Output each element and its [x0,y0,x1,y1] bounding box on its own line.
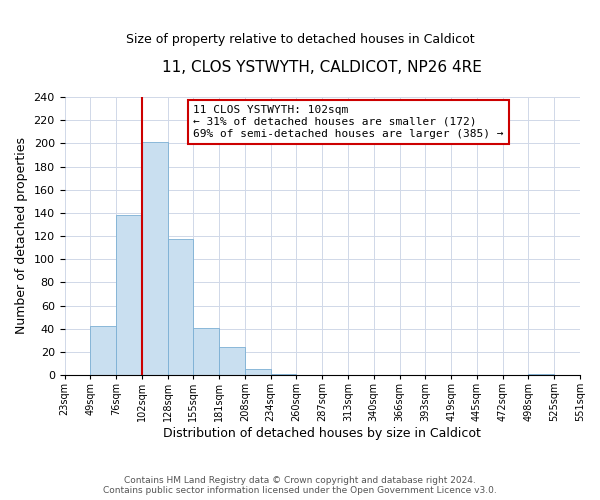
Bar [245,369,271,375]
Bar [116,215,142,375]
Text: Size of property relative to detached houses in Caldicot: Size of property relative to detached ho… [125,32,475,46]
X-axis label: Distribution of detached houses by size in Caldicot: Distribution of detached houses by size … [163,427,481,440]
Bar [167,240,193,375]
Bar [142,142,167,375]
Bar [219,347,245,375]
Text: Contains HM Land Registry data © Crown copyright and database right 2024.
Contai: Contains HM Land Registry data © Crown c… [103,476,497,495]
Text: 11 CLOS YSTWYTH: 102sqm
← 31% of detached houses are smaller (172)
69% of semi-d: 11 CLOS YSTWYTH: 102sqm ← 31% of detache… [193,106,504,138]
Bar [91,326,116,375]
Bar [193,328,219,375]
Y-axis label: Number of detached properties: Number of detached properties [15,138,28,334]
Bar [529,374,554,375]
Bar [271,374,296,375]
Title: 11, CLOS YSTWYTH, CALDICOT, NP26 4RE: 11, CLOS YSTWYTH, CALDICOT, NP26 4RE [163,60,482,75]
